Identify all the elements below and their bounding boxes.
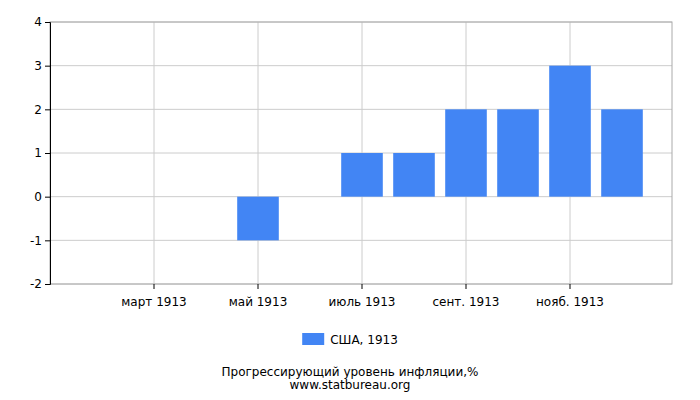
y-axis: -2 -1 0 1 2 3 4 bbox=[30, 15, 50, 291]
y-tick: 2 bbox=[34, 103, 50, 117]
x-axis: март 1913 май 1913 июль 1913 сент. 1913 нояб… bbox=[121, 284, 604, 309]
chart: -2 -1 0 1 2 3 4 март 1913 май 1913 июль 1913 сент.… bbox=[0, 0, 700, 400]
chart-subtitle: www.statbureau.org bbox=[290, 378, 411, 392]
y-tick-label: -1 bbox=[30, 234, 42, 248]
y-tick-label: 2 bbox=[34, 103, 42, 117]
x-tick-mark bbox=[362, 284, 363, 289]
x-tick: март 1913 bbox=[121, 284, 186, 309]
bar bbox=[237, 197, 279, 241]
x-tick: сент. 1913 bbox=[433, 284, 500, 309]
bar bbox=[445, 109, 487, 196]
y-tick-mark bbox=[45, 66, 50, 67]
x-tick-label: сент. 1913 bbox=[433, 295, 500, 309]
y-tick-label: 0 bbox=[34, 190, 42, 204]
y-grid-line bbox=[50, 240, 672, 241]
bar bbox=[601, 109, 643, 196]
x-grid-line bbox=[258, 22, 259, 284]
x-tick: июль 1913 bbox=[329, 284, 396, 309]
bar bbox=[289, 196, 331, 197]
bar bbox=[50, 196, 71, 197]
bar bbox=[185, 196, 227, 197]
y-tick-label: -2 bbox=[30, 277, 42, 291]
x-tick-label: март 1913 bbox=[121, 295, 186, 309]
bar bbox=[497, 109, 539, 196]
y-tick-mark bbox=[45, 109, 50, 110]
x-tick-mark bbox=[466, 284, 467, 289]
x-tick: май 1913 bbox=[229, 284, 288, 309]
y-tick-label: 3 bbox=[34, 59, 42, 73]
y-tick-mark bbox=[45, 240, 50, 241]
bar bbox=[133, 196, 175, 197]
x-tick-label: май 1913 bbox=[229, 295, 288, 309]
grid bbox=[50, 22, 672, 284]
x-tick-label: июль 1913 bbox=[329, 295, 396, 309]
bar bbox=[393, 153, 435, 197]
y-tick: 3 bbox=[34, 59, 50, 73]
legend: США, 1913 bbox=[302, 333, 398, 347]
x-grid-line bbox=[154, 22, 155, 284]
x-tick: нояб. 1913 bbox=[536, 284, 604, 309]
y-tick-label: 1 bbox=[34, 146, 42, 160]
legend-label: США, 1913 bbox=[330, 333, 398, 347]
bar bbox=[549, 66, 591, 197]
y-tick-mark bbox=[45, 153, 50, 154]
x-tick-mark bbox=[570, 284, 571, 289]
legend-swatch bbox=[302, 333, 324, 345]
y-axis-line bbox=[45, 23, 51, 285]
y-tick-label: 4 bbox=[34, 15, 42, 29]
x-tick-label: нояб. 1913 bbox=[536, 295, 604, 309]
chart-title: Прогрессирующий уровень инфляции,% bbox=[222, 365, 479, 379]
x-tick-mark bbox=[258, 284, 259, 289]
x-tick-mark bbox=[154, 284, 155, 289]
y-tick: -2 bbox=[30, 277, 50, 291]
y-tick-mark bbox=[45, 22, 50, 23]
y-tick-mark bbox=[45, 197, 50, 198]
y-tick: 0 bbox=[34, 190, 50, 204]
y-tick: -1 bbox=[30, 234, 50, 248]
bar bbox=[81, 196, 123, 197]
plot-frame bbox=[50, 22, 672, 284]
bars bbox=[237, 66, 643, 241]
y-tick-mark bbox=[45, 284, 50, 285]
bar bbox=[341, 153, 383, 197]
y-tick: 1 bbox=[34, 146, 50, 160]
y-tick: 4 bbox=[34, 15, 50, 29]
